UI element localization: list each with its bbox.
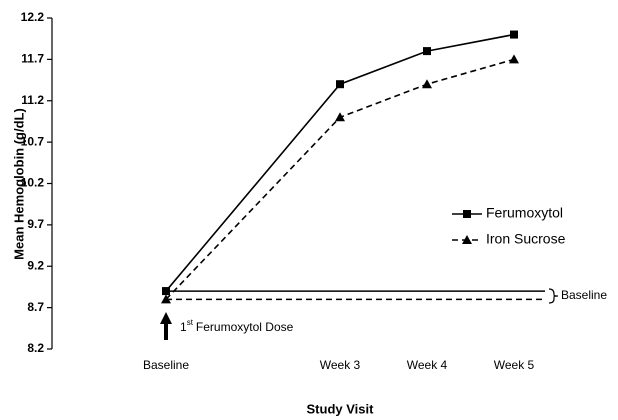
marker <box>463 210 471 218</box>
marker <box>162 287 170 296</box>
series-line <box>165 33 515 292</box>
y-tick-label: 11.7 <box>21 52 44 66</box>
brace <box>548 288 559 304</box>
y-tick-label: 8.2 <box>27 341 44 355</box>
y-tick-label: 9.7 <box>27 217 44 231</box>
marker <box>510 30 518 39</box>
legend-label: Iron Sucrose <box>486 231 566 247</box>
y-tick-label: 8.7 <box>27 300 44 314</box>
x-tick-label: Baseline <box>143 358 189 372</box>
y-axis-label: Mean Hemoglobin (g/dL) <box>11 108 26 260</box>
y-tick-label: 10.2 <box>21 176 45 190</box>
y-tick-label: 11.2 <box>21 93 44 107</box>
x-tick-label: Week 5 <box>494 358 535 372</box>
y-tick-label: 9.2 <box>27 258 44 272</box>
x-tick-label: Week 3 <box>320 358 361 372</box>
annotation: 1st Ferumoxytol Dose <box>180 318 294 334</box>
marker <box>161 294 171 304</box>
series-line <box>165 58 515 300</box>
marker <box>336 80 344 89</box>
marker <box>423 47 431 56</box>
marker <box>335 112 345 122</box>
reference-label: Baseline <box>561 288 607 302</box>
y-tick-label: 10.7 <box>21 134 45 148</box>
marker <box>462 235 472 244</box>
y-tick-label: 12.2 <box>21 10 45 24</box>
x-axis-label: Study Visit <box>307 401 375 416</box>
x-tick-label: Week 4 <box>407 358 448 372</box>
legend-label: Ferumoxytol <box>486 205 563 221</box>
dose-arrow <box>160 312 172 340</box>
marker <box>422 79 432 89</box>
marker <box>509 54 519 64</box>
